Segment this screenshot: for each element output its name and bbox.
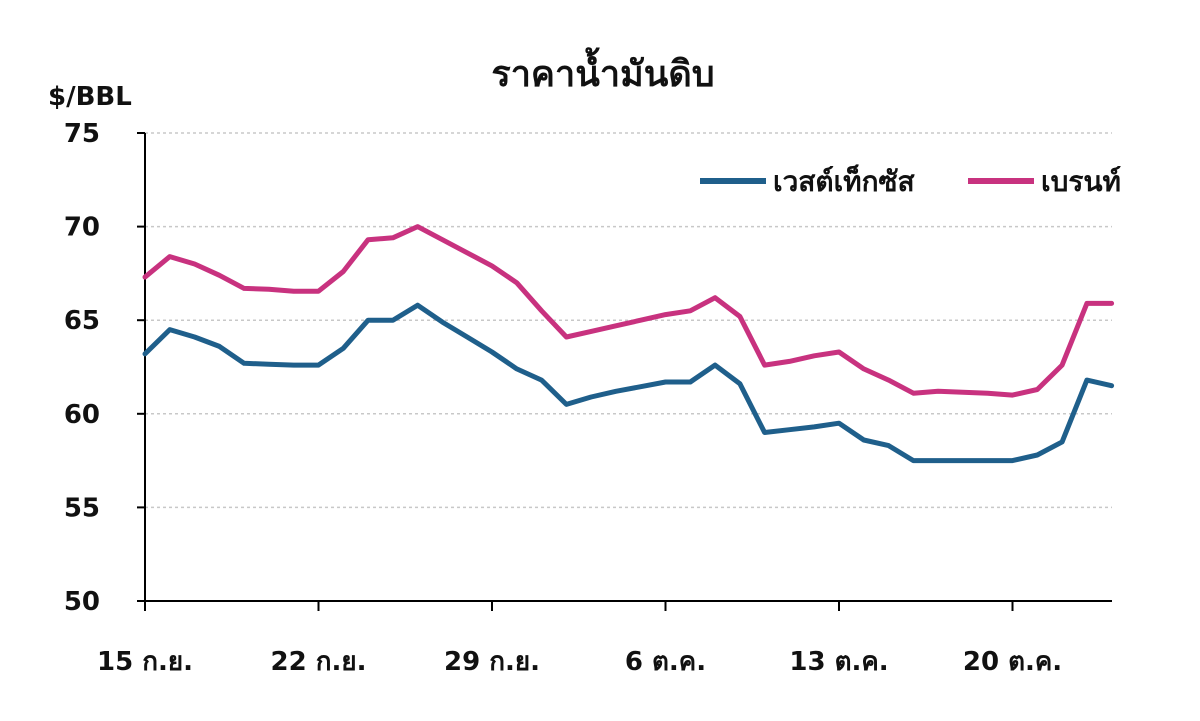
x-axis: 15 ก.ย. 22 ก.ย. 29 ก.ย. 6 ต.ค. 13 ต.ค. 20 ต.ค… (97, 600, 1112, 677)
y-tick-label-65: 65 (64, 306, 100, 336)
y-axis: 50 55 60 65 70 75 (64, 119, 146, 617)
y-tick-label-55: 55 (64, 493, 100, 523)
series-line-1 (142, 224, 1115, 398)
series-line-0 (142, 302, 1115, 464)
y-tick-label-70: 70 (64, 213, 100, 243)
x-tick-label-0: 15 ก.ย. (97, 647, 193, 677)
x-tick-label-5: 20 ต.ค. (963, 647, 1062, 677)
x-tick-label-2: 29 ก.ย. (444, 647, 540, 677)
legend-label-0: เวสต์เท็กซัส (773, 164, 916, 198)
y-tick-label-75: 75 (64, 119, 100, 149)
legend-label-1: เบรนท์ (1041, 165, 1121, 198)
gridlines (145, 132, 1112, 509)
series-lines (142, 224, 1115, 464)
x-tick-label-1: 22 ก.ย. (271, 647, 367, 677)
y-axis-unit-label: $/BBL (48, 82, 132, 112)
y-tick-label-60: 60 (64, 400, 100, 430)
x-tick-label-3: 6 ต.ค. (625, 647, 706, 677)
legend: เวสต์เท็กซัส เบรนท์ (700, 164, 1121, 198)
y-tick-label-50: 50 (64, 587, 100, 617)
chart-title: ราคาน้ำมันดิบ (491, 47, 714, 95)
x-tick-label-4: 13 ต.ค. (789, 647, 888, 677)
